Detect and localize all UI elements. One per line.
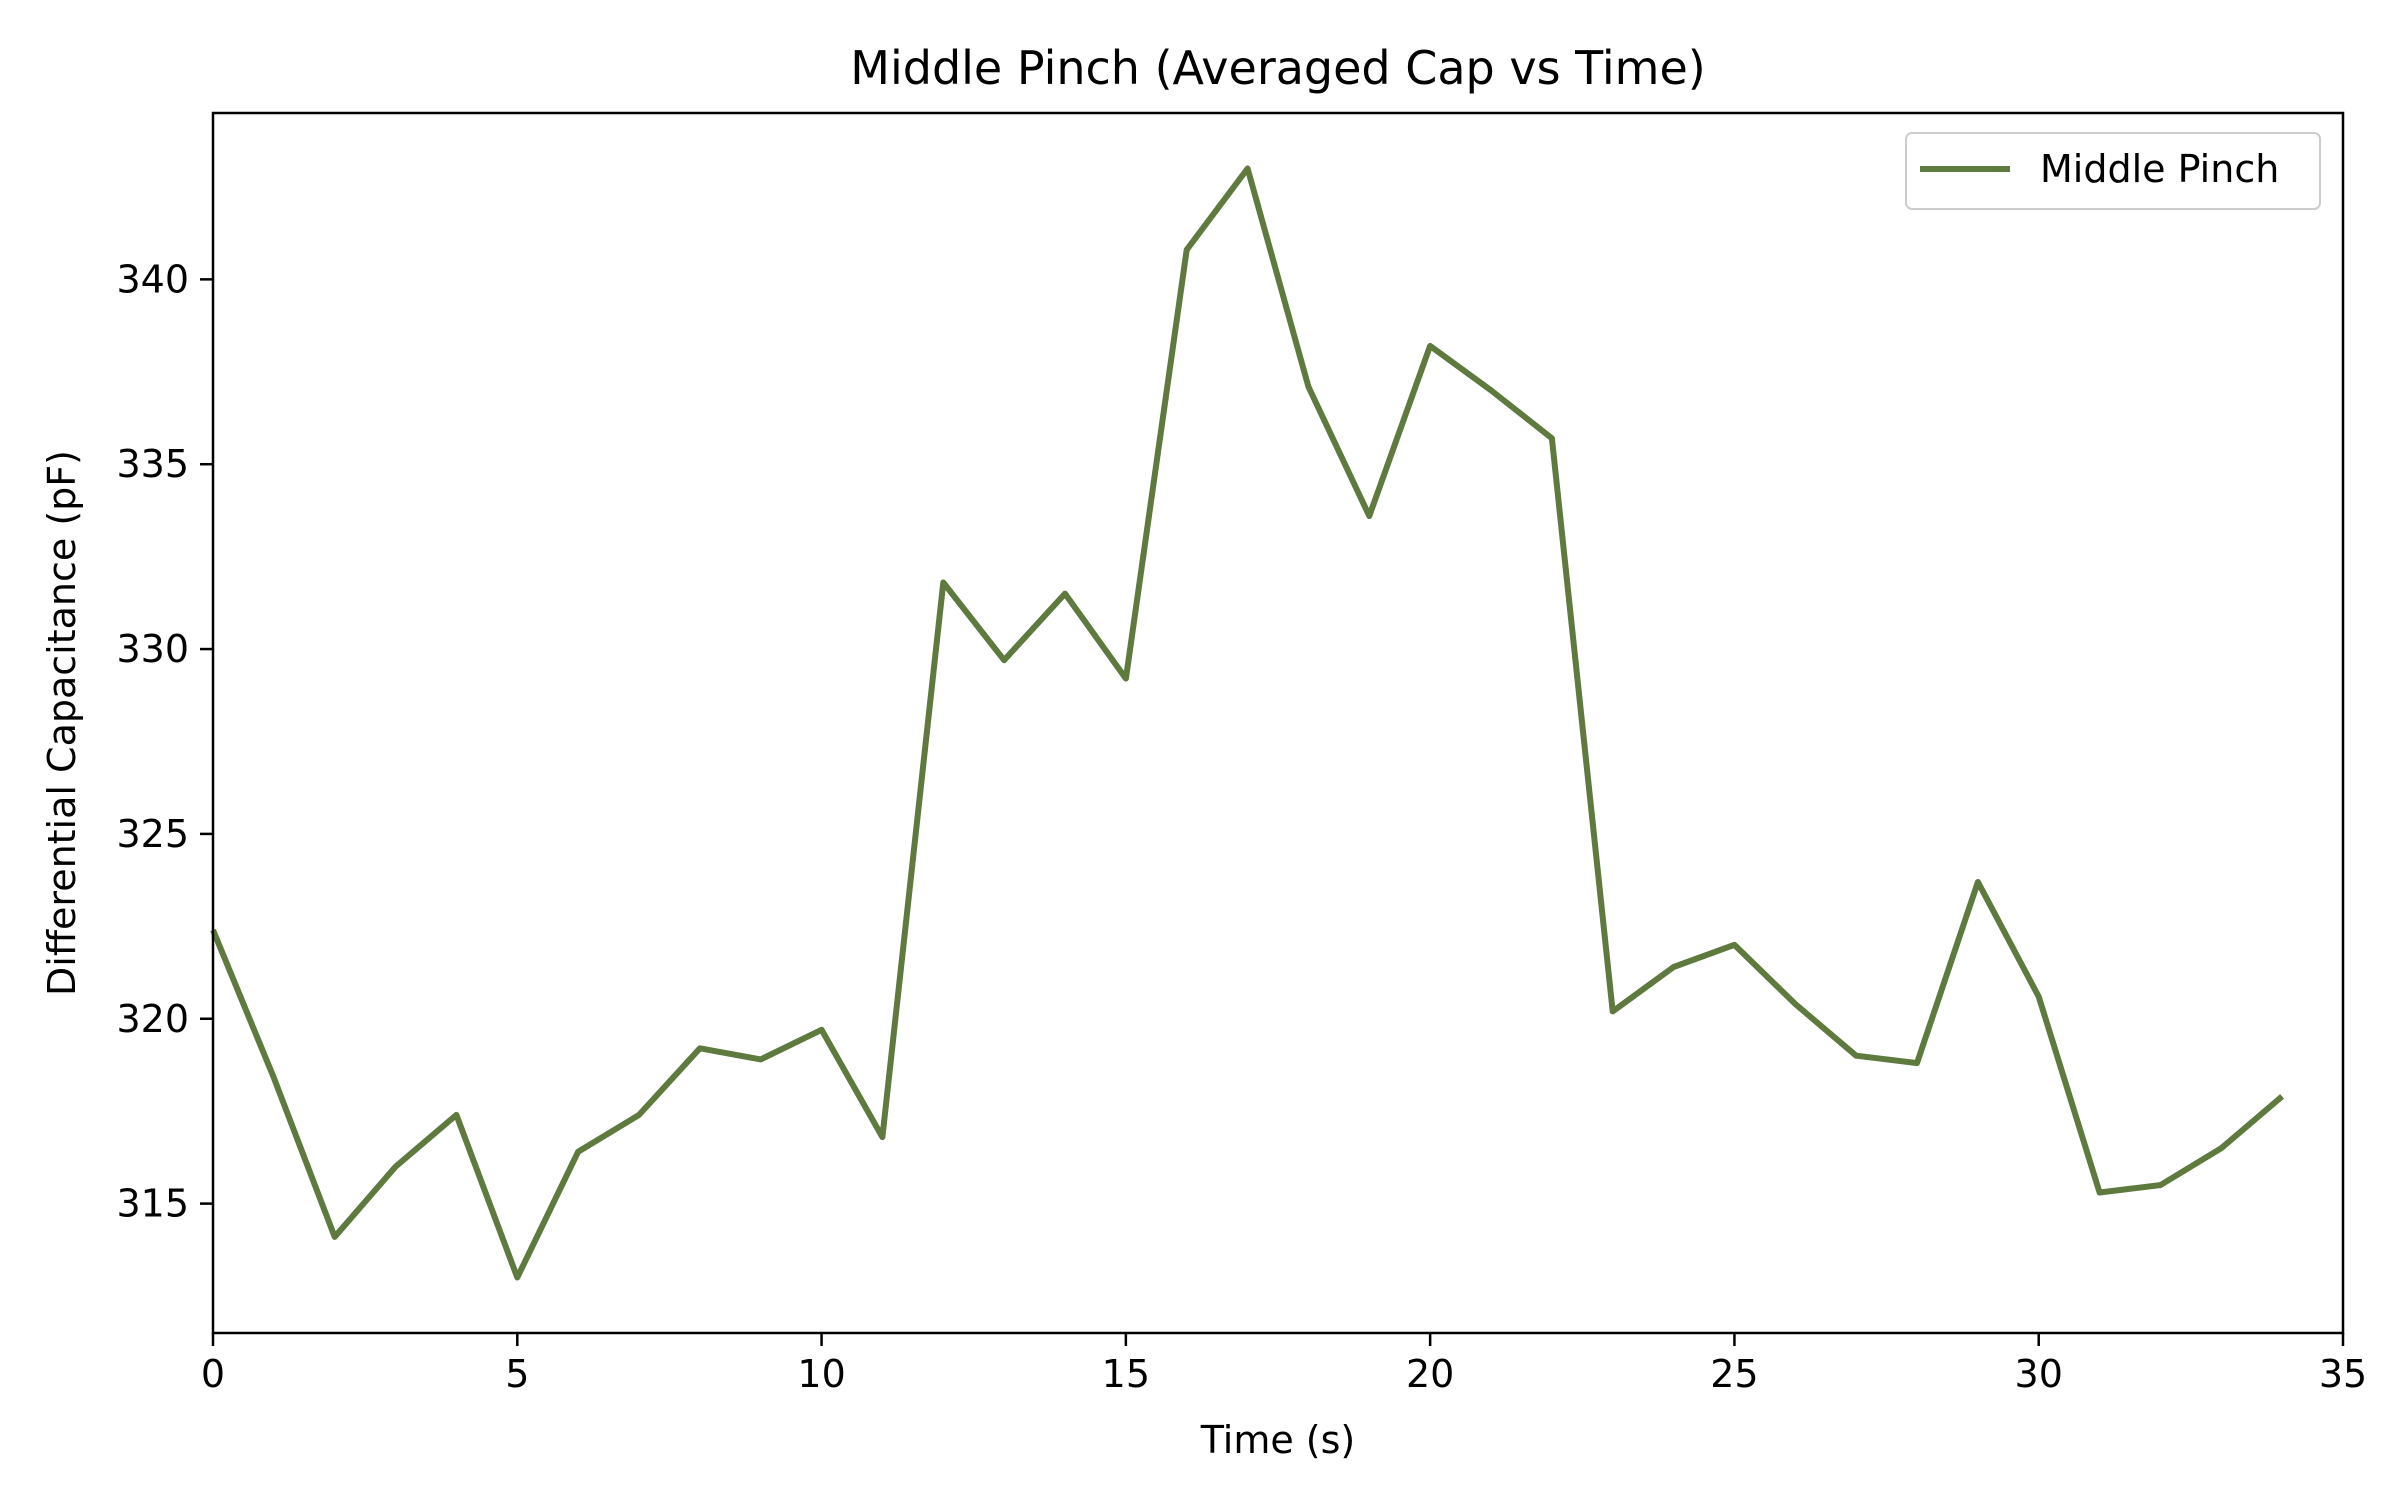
x-axis-label: Time (s) (1200, 1418, 1356, 1462)
plot-area (213, 168, 2282, 1277)
x-tick-label: 30 (2015, 1352, 2063, 1396)
x-tick-label: 5 (505, 1352, 529, 1396)
x-tick-label: 20 (1406, 1352, 1454, 1396)
y-tick-label: 335 (116, 442, 189, 486)
y-axis-label: Differential Capacitance (pF) (40, 450, 84, 996)
y-tick-label: 330 (116, 627, 189, 671)
x-axis: 0 5 10 15 20 25 30 35 (201, 1333, 2367, 1396)
chart-title: Middle Pinch (Averaged Cap vs Time) (850, 41, 1705, 95)
legend: Middle Pinch (1906, 133, 2320, 209)
x-tick-label: 10 (797, 1352, 845, 1396)
y-tick-label: 340 (116, 257, 189, 301)
x-tick-label: 25 (1710, 1352, 1758, 1396)
series-line (213, 169, 2282, 1278)
y-tick-label: 325 (116, 812, 189, 856)
x-tick-label: 35 (2319, 1352, 2367, 1396)
y-tick-label: 320 (116, 997, 189, 1041)
x-tick-label: 15 (1102, 1352, 1150, 1396)
y-axis: 315 320 325 330 335 340 (116, 257, 213, 1225)
legend-label: Middle Pinch (2040, 147, 2279, 191)
y-tick-label: 315 (116, 1182, 189, 1226)
plot-frame (213, 113, 2343, 1333)
x-tick-label: 0 (201, 1352, 225, 1396)
